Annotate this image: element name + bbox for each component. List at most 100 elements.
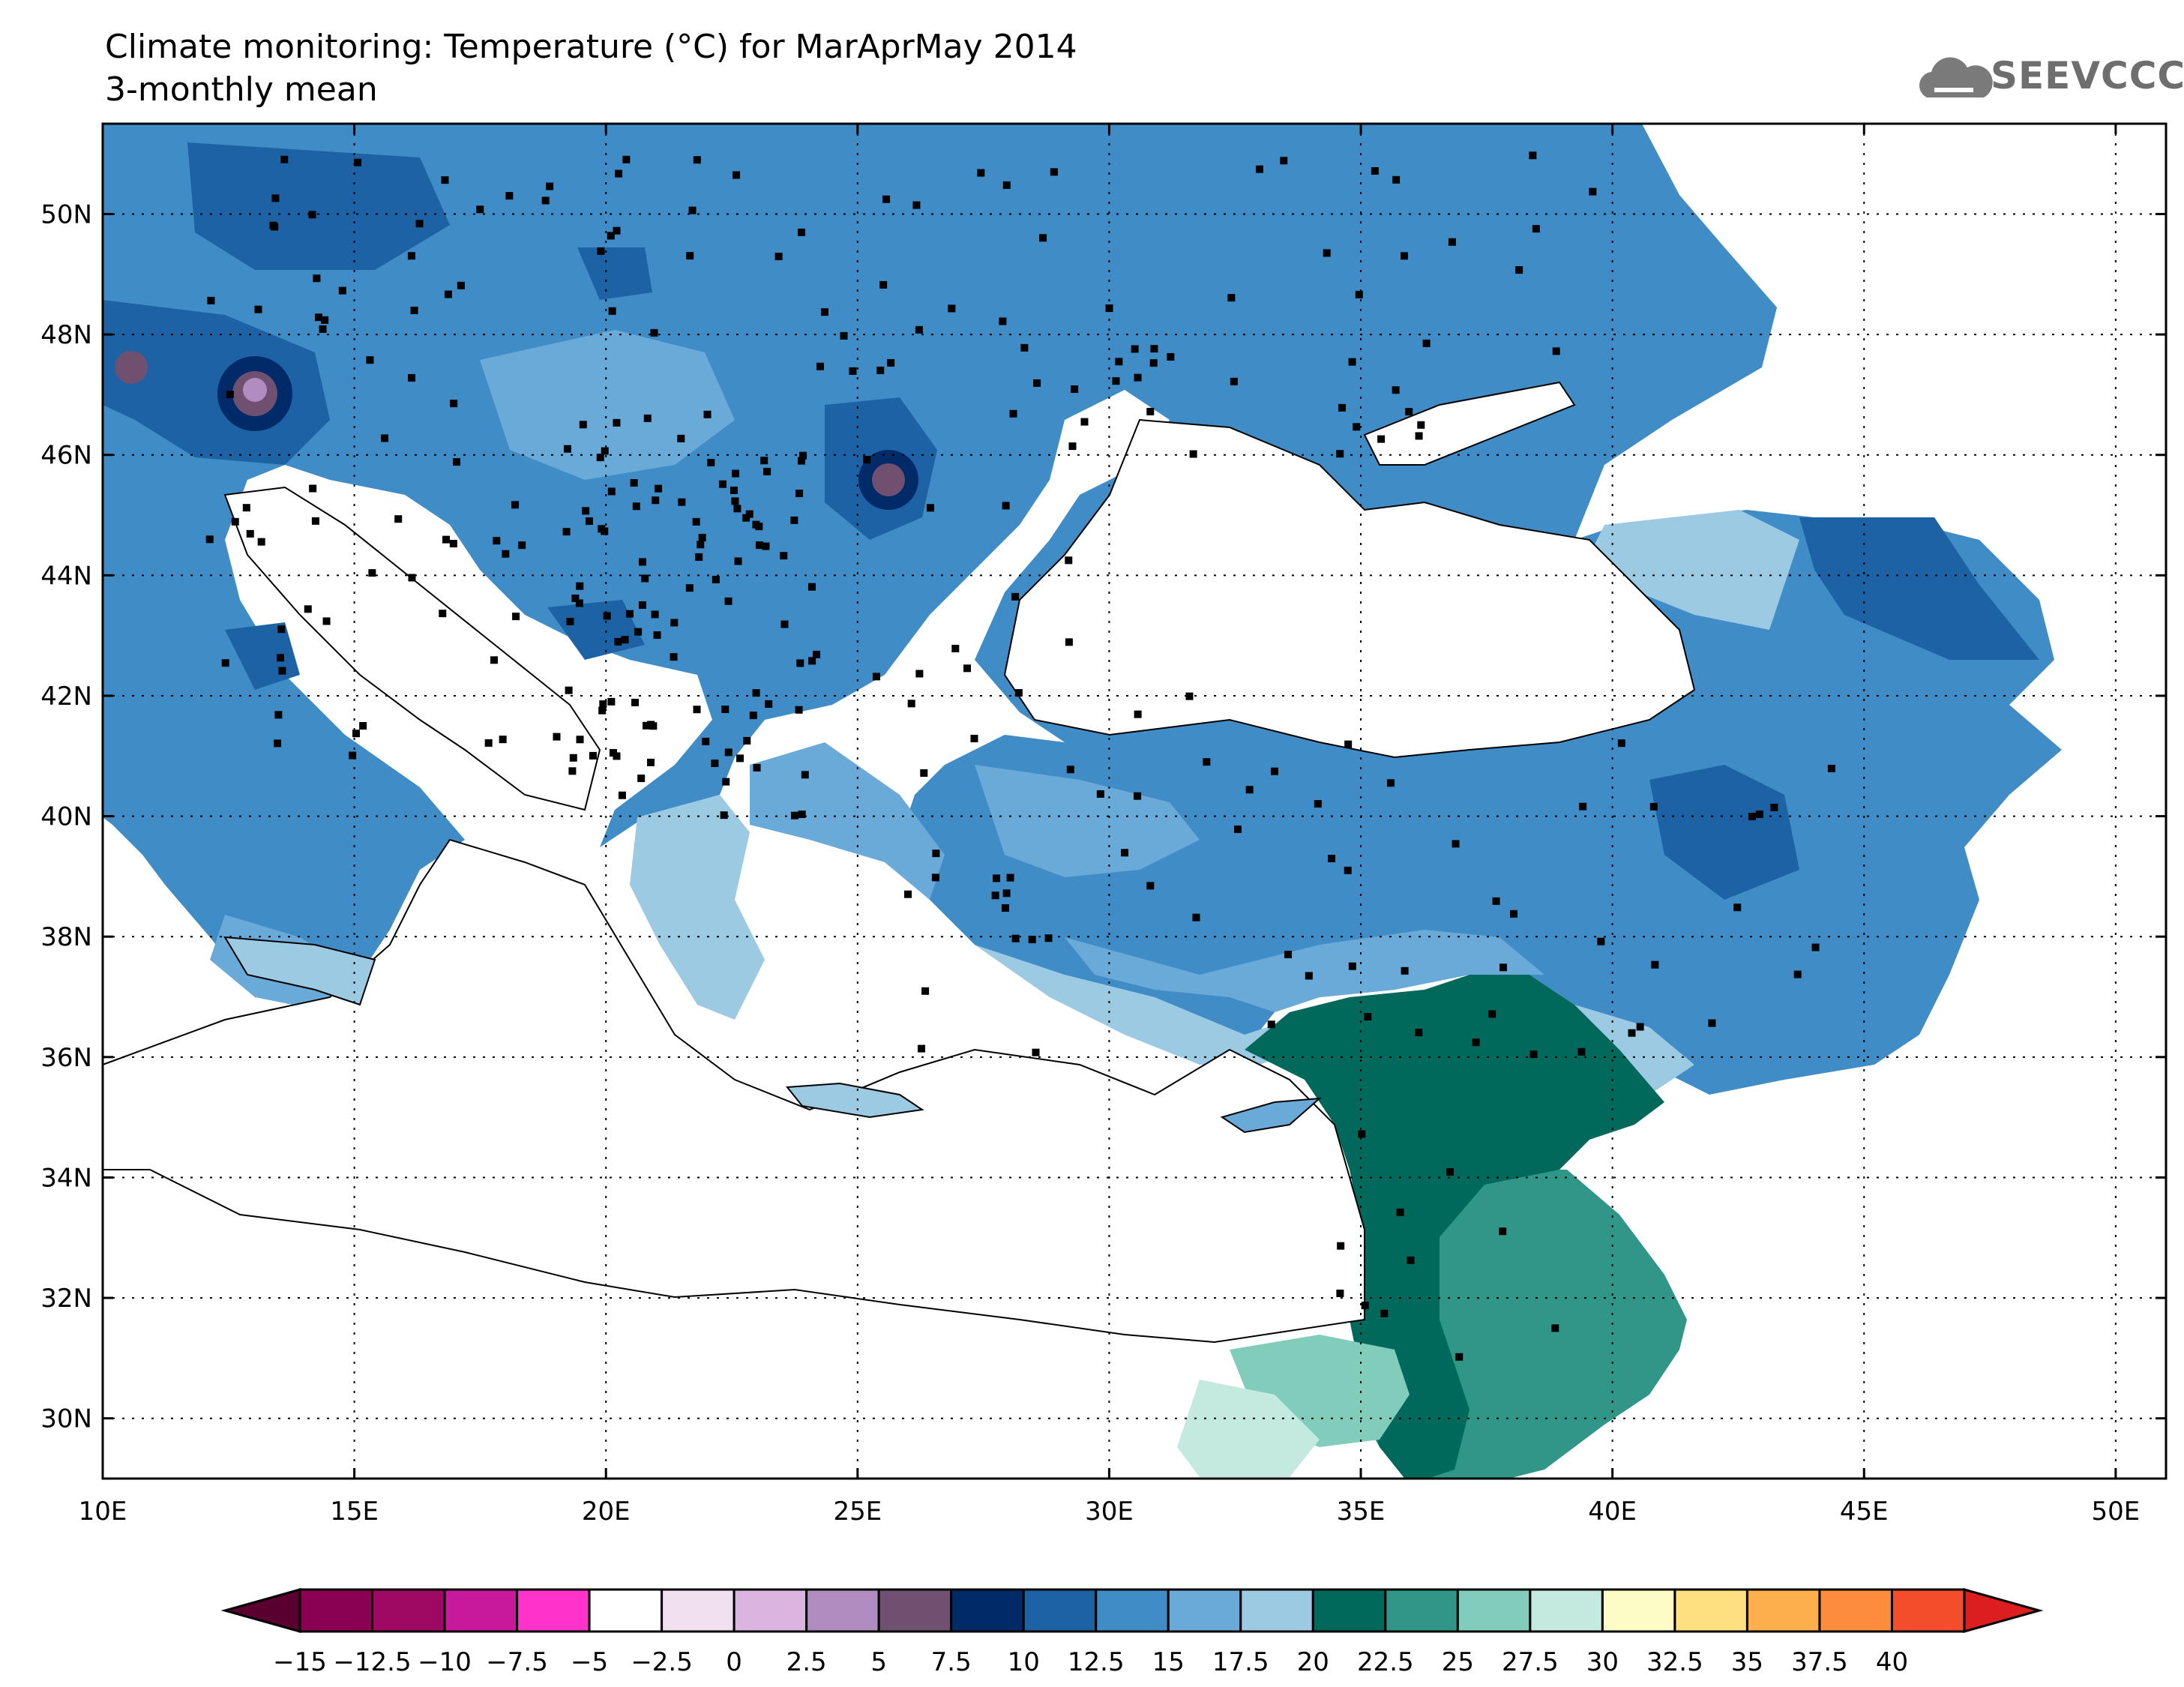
- station-marker: [277, 625, 286, 634]
- station-marker: [840, 331, 848, 340]
- station-marker: [313, 274, 321, 283]
- station-marker: [1499, 1227, 1507, 1236]
- station-marker: [732, 469, 740, 478]
- station-marker: [566, 617, 574, 625]
- station-marker: [887, 358, 895, 367]
- station-marker: [1189, 450, 1197, 458]
- station-marker: [731, 497, 739, 505]
- colorbar-swatch: [1022, 1588, 1098, 1633]
- station-marker: [502, 550, 510, 558]
- station-marker: [1597, 937, 1605, 945]
- colorbar-swatch: [1456, 1588, 1532, 1633]
- station-marker: [798, 228, 806, 236]
- station-marker: [963, 664, 972, 673]
- station-marker: [650, 328, 658, 337]
- station-marker: [926, 504, 934, 512]
- station-marker: [338, 286, 346, 295]
- station-marker: [652, 496, 660, 505]
- station-marker: [322, 617, 331, 625]
- colorbar-label: 20: [1297, 1647, 1329, 1677]
- station-marker: [597, 247, 605, 255]
- station-marker: [1392, 175, 1401, 184]
- station-marker: [1337, 1242, 1345, 1250]
- lon-tick-label: 40E: [1588, 1497, 1637, 1527]
- station-marker: [790, 516, 798, 524]
- station-marker: [1589, 187, 1597, 196]
- station-marker: [1328, 855, 1336, 863]
- station-marker: [670, 653, 678, 661]
- station-marker: [1121, 849, 1129, 857]
- station-marker: [1628, 1029, 1636, 1037]
- station-marker: [780, 620, 789, 628]
- station-marker: [951, 645, 960, 653]
- colorbar-label: 27.5: [1502, 1647, 1559, 1677]
- station-marker: [1488, 1010, 1496, 1018]
- station-marker: [724, 597, 732, 605]
- lat-tick-label: 44N: [40, 561, 92, 591]
- station-marker: [977, 169, 985, 177]
- lat-tick-label: 34N: [40, 1163, 92, 1193]
- station-marker: [505, 192, 514, 200]
- field-25-27.5: [1177, 1380, 1320, 1477]
- station-marker: [678, 498, 686, 506]
- colorbar-swatch: [1311, 1588, 1387, 1633]
- station-marker: [698, 534, 706, 542]
- station-marker: [711, 760, 719, 768]
- station-marker: [1407, 1256, 1415, 1264]
- station-marker: [1134, 792, 1142, 800]
- colorbar-swatch: [1167, 1588, 1242, 1633]
- station-marker: [625, 610, 634, 618]
- station-marker: [444, 290, 452, 298]
- station-marker: [1011, 934, 1020, 942]
- station-marker: [622, 155, 631, 163]
- station-marker: [1131, 345, 1139, 353]
- station-marker: [271, 194, 280, 202]
- station-marker: [565, 686, 573, 694]
- station-marker: [274, 739, 282, 748]
- station-marker: [319, 325, 327, 333]
- station-marker: [1267, 1020, 1275, 1029]
- colorbar-label: −2.5: [631, 1647, 693, 1677]
- station-marker: [686, 252, 694, 260]
- station-marker: [1096, 790, 1104, 798]
- station-marker: [599, 700, 607, 709]
- station-marker: [231, 517, 239, 526]
- station-marker: [493, 537, 501, 545]
- station-marker: [575, 599, 583, 607]
- colorbar-label: 0: [726, 1647, 742, 1677]
- station-marker: [1227, 294, 1236, 302]
- colorbar-low-arrow: [220, 1588, 301, 1633]
- station-marker: [562, 528, 571, 536]
- station-marker: [755, 541, 763, 550]
- station-marker: [226, 391, 234, 399]
- station-marker: [749, 712, 757, 720]
- station-marker: [607, 487, 616, 496]
- station-marker: [546, 182, 554, 190]
- lat-tick-label: 38N: [40, 922, 92, 952]
- station-marker: [1733, 903, 1742, 912]
- station-marker: [1617, 739, 1625, 748]
- lon-tick-label: 20E: [582, 1497, 631, 1527]
- station-marker: [518, 541, 526, 550]
- station-marker: [752, 689, 760, 697]
- field-12.5-15: [210, 330, 1544, 1012]
- station-marker: [816, 362, 824, 370]
- map-title: Climate monitoring: Temperature (°C) for…: [105, 28, 1077, 66]
- colorbar-swatch: [1745, 1588, 1821, 1633]
- station-marker: [1344, 866, 1352, 874]
- cloud-icon: [1919, 57, 1993, 97]
- station-marker: [729, 486, 738, 494]
- lat-tick-label: 36N: [40, 1043, 92, 1073]
- station-marker: [311, 517, 319, 525]
- station-marker: [304, 605, 312, 613]
- station-marker: [352, 730, 361, 738]
- station-marker: [1355, 290, 1363, 298]
- station-marker: [1422, 339, 1431, 347]
- station-marker: [1146, 407, 1155, 415]
- station-marker: [630, 479, 638, 487]
- station-marker: [734, 557, 742, 565]
- field-17.5-20: [1245, 975, 1664, 1479]
- station-marker: [798, 811, 806, 819]
- station-marker: [1134, 373, 1142, 382]
